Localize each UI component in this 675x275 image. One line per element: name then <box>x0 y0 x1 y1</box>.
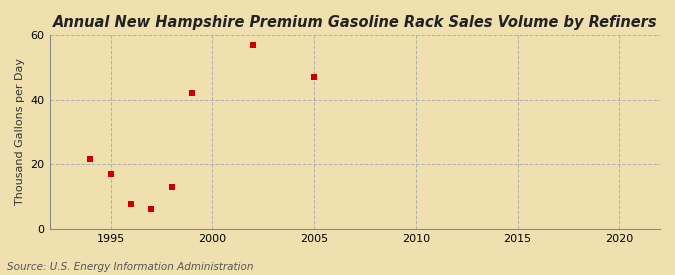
Point <box>126 202 136 207</box>
Point <box>308 75 319 79</box>
Point <box>186 91 197 95</box>
Point <box>105 172 116 176</box>
Point <box>248 43 259 47</box>
Y-axis label: Thousand Gallons per Day: Thousand Gallons per Day <box>15 59 25 205</box>
Text: Source: U.S. Energy Information Administration: Source: U.S. Energy Information Administ… <box>7 262 253 272</box>
Title: Annual New Hampshire Premium Gasoline Rack Sales Volume by Refiners: Annual New Hampshire Premium Gasoline Ra… <box>53 15 657 30</box>
Point <box>85 157 96 162</box>
Point <box>166 185 177 189</box>
Point <box>146 207 157 211</box>
